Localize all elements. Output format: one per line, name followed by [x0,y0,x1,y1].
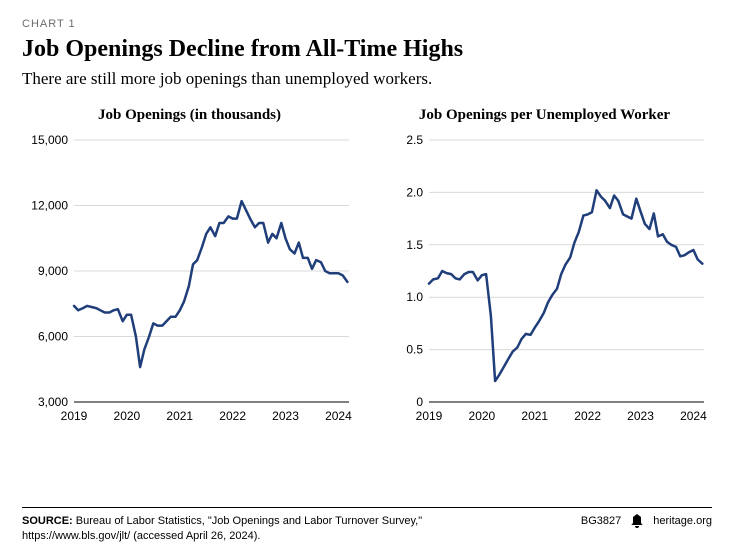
y-tick-label: 3,000 [38,395,68,409]
chart-subtitle: There are still more job openings than u… [22,69,712,89]
right-panel-title: Job Openings per Unemployed Worker [377,107,712,124]
x-tick-label: 2022 [574,409,601,423]
x-tick-label: 2024 [680,409,707,423]
bell-icon [631,514,643,528]
x-tick-label: 2021 [166,409,193,423]
chart-number-label: CHART 1 [22,18,712,30]
y-tick-label: 2.5 [406,133,423,147]
site-link: heritage.org [653,515,712,527]
x-tick-label: 2021 [521,409,548,423]
y-tick-label: 9,000 [38,264,68,278]
x-tick-label: 2019 [416,409,443,423]
x-tick-label: 2023 [627,409,654,423]
footer-rule [22,507,712,508]
data-line [429,190,702,381]
y-tick-label: 0 [416,395,423,409]
left-panel-title: Job Openings (in thousands) [22,107,357,124]
y-tick-label: 2.0 [406,185,423,199]
y-tick-label: 6,000 [38,330,68,344]
x-tick-label: 2019 [61,409,88,423]
data-line [74,201,347,367]
source-text: SOURCE: Bureau of Labor Statistics, "Job… [22,514,442,544]
panels-row: Job Openings (in thousands) 3,000 6,000 9,… [22,107,712,430]
x-tick-label: 2023 [272,409,299,423]
source-body: Bureau of Labor Statistics, "Job Opening… [22,515,422,542]
doc-id: BG3827 [581,515,621,527]
footer-right: BG3827 heritage.org [581,514,712,528]
y-tick-label: 15,000 [31,133,68,147]
chart-title: Job Openings Decline from All-Time Highs [22,36,712,63]
y-tick-label: 12,000 [31,199,68,213]
left-panel: Job Openings (in thousands) 3,000 6,000 9,… [22,107,357,430]
right-panel: Job Openings per Unemployed Worker 0 0.5 1… [377,107,712,430]
x-tick-label: 2022 [219,409,246,423]
y-tick-label: 1.0 [406,290,423,304]
left-chart: 3,000 6,000 9,000 12,000 15,000 2019 2020 2021 2… [22,130,357,430]
y-tick-label: 0.5 [406,343,423,357]
x-tick-label: 2020 [469,409,496,423]
x-tick-label: 2024 [325,409,352,423]
right-chart: 0 0.5 1.0 1.5 2.0 2.5 2019 2020 2021 2022 2023 2024 [377,130,712,430]
footer: SOURCE: Bureau of Labor Statistics, "Job… [22,507,712,544]
x-tick-label: 2020 [114,409,141,423]
y-tick-label: 1.5 [406,238,423,252]
source-label: SOURCE: [22,515,73,527]
